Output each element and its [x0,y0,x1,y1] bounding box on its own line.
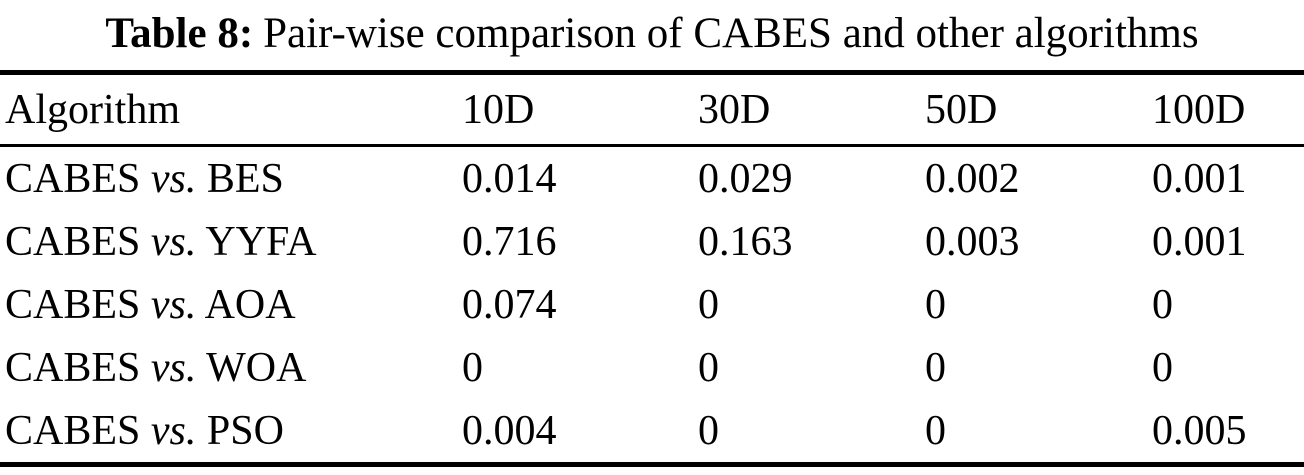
value-cell-100d: 0.005 [1152,407,1247,454]
value-cell-10d: 0.074 [462,281,557,328]
algorithm-cell: CABES vs. BES [0,146,462,211]
table-row: CABES vs. WOA 0 0 0 0 [0,336,1304,399]
algorithm-cell: CABES vs. YYFA [0,210,462,273]
value-cell-50d: 0.002 [925,155,1020,202]
value-cell-30d: 0 [698,407,719,454]
algorithm-name: CABES [5,281,141,328]
opponent-name: YYFA [205,218,317,265]
column-header-100d: 100D [1152,72,1304,147]
value-cell-30d: 0.029 [698,155,793,202]
table-caption-label: Table 8: [105,10,254,57]
algorithm-name: CABES [5,218,141,265]
table-row: CABES vs. YYFA 0.716 0.163 0.003 0.001 [0,210,1304,273]
opponent-name: AOA [204,281,296,328]
algorithm-name: CABES [5,344,141,391]
algorithm-name: CABES [5,155,141,202]
value-cell-10d: 0.004 [462,407,557,454]
algorithm-name: CABES [5,407,141,454]
value-cell-100d: 0 [1152,281,1173,328]
algorithm-cell: CABES vs. WOA [0,336,462,399]
vs-label: vs. [150,344,197,391]
value-cell-100d: 0 [1152,344,1173,391]
vs-label: vs. [150,281,197,328]
value-cell-30d: 0 [698,281,719,328]
value-cell-50d: 0 [925,407,946,454]
opponent-name: WOA [206,344,307,391]
value-cell-10d: 0.014 [462,155,557,202]
table-row: CABES vs. AOA 0.074 0 0 0 [0,273,1304,336]
table-row: CABES vs. PSO 0.004 0 0 0.005 [0,399,1304,465]
column-header-50d: 50D [925,72,1152,147]
algorithm-cell: CABES vs. PSO [0,399,462,465]
comparison-table: Algorithm 10D 30D 50D 100D CABES vs. BES… [0,70,1304,467]
header-row: Algorithm 10D 30D 50D 100D [0,72,1304,147]
opponent-name: PSO [206,407,284,454]
value-cell-30d: 0.163 [698,218,793,265]
vs-label: vs. [150,407,197,454]
table-row: CABES vs. BES 0.014 0.029 0.002 0.001 [0,146,1304,211]
table-caption: Table 8: Pair-wise comparison of CABES an… [0,0,1304,70]
vs-label: vs. [150,218,197,265]
value-cell-50d: 0.003 [925,218,1020,265]
value-cell-10d: 0.716 [462,218,557,265]
value-cell-50d: 0 [925,281,946,328]
value-cell-10d: 0 [462,344,483,391]
column-header-10d: 10D [462,72,698,147]
value-cell-30d: 0 [698,344,719,391]
table-caption-text: Pair-wise comparison of CABES and other … [263,10,1199,57]
value-cell-100d: 0.001 [1152,218,1247,265]
vs-label: vs. [150,155,197,202]
algorithm-cell: CABES vs. AOA [0,273,462,336]
column-header-30d: 30D [698,72,925,147]
column-header-algorithm: Algorithm [0,72,462,147]
value-cell-100d: 0.001 [1152,155,1247,202]
opponent-name: BES [206,155,284,202]
value-cell-50d: 0 [925,344,946,391]
